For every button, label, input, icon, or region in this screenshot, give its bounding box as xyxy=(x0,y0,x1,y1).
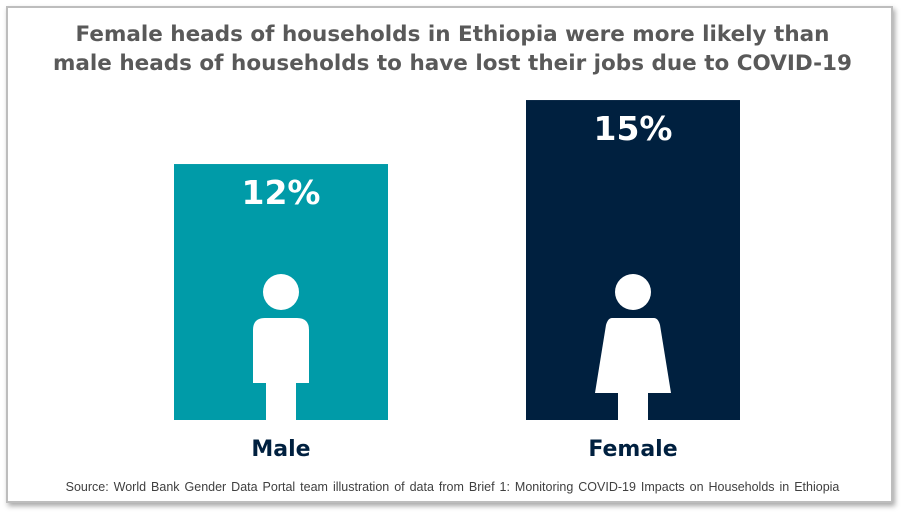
data-label-female: 15% xyxy=(594,109,673,148)
data-label-male: 12% xyxy=(242,173,321,212)
category-label-female: Female xyxy=(588,437,677,462)
female-person-icon xyxy=(595,274,671,420)
source-note: Source: World Bank Gender Data Portal te… xyxy=(65,480,840,494)
chart-title-line-2: male heads of households to have lost th… xyxy=(53,51,852,76)
category-label-male: Male xyxy=(251,437,310,462)
bars-group: 12% Male 15% Female xyxy=(174,100,740,462)
chart-frame xyxy=(6,6,893,503)
chart-title: Female heads of households in Ethiopia w… xyxy=(0,20,905,78)
chart-title-line-1: Female heads of households in Ethiopia w… xyxy=(75,22,830,47)
male-person-icon xyxy=(253,274,309,420)
